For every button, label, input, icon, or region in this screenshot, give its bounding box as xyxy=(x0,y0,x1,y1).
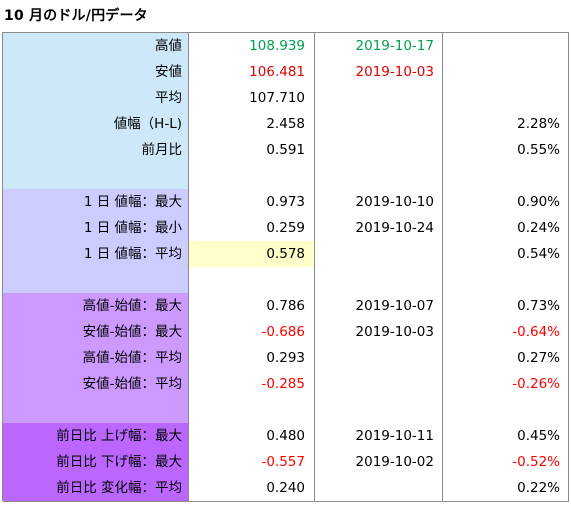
value-cell[interactable] xyxy=(189,163,315,190)
date-cell[interactable]: 2019-10-03 xyxy=(315,59,443,86)
row-label-cell[interactable]: 前月比 xyxy=(3,137,189,164)
table-row: 高値-始値：平均 0.293 0.27% xyxy=(3,345,569,372)
date-cell[interactable] xyxy=(315,137,443,164)
row-label-cell[interactable]: 安値 xyxy=(3,59,189,86)
table-row: 1 日 値幅：最小 0.259 2019-10-24 0.24% xyxy=(3,215,569,242)
table-row: 高値 108.939 2019-10-17 xyxy=(3,33,569,60)
percent-cell[interactable]: 0.22% xyxy=(443,475,569,502)
value-cell[interactable]: 107.710 xyxy=(189,85,315,112)
value-cell[interactable]: -0.285 xyxy=(189,371,315,398)
value-cell[interactable]: 2.458 xyxy=(189,111,315,138)
table-row xyxy=(3,163,569,190)
row-label-cell[interactable]: 前日比 上げ幅：最大 xyxy=(3,423,189,450)
row-label-cell[interactable]: 1 日 値幅：最大 xyxy=(3,189,189,216)
percent-cell[interactable]: 0.73% xyxy=(443,293,569,320)
percent-cell[interactable]: 0.54% xyxy=(443,241,569,268)
row-label-cell[interactable]: 平均 xyxy=(3,85,189,112)
date-cell[interactable]: 2019-10-03 xyxy=(315,319,443,346)
table-row: 安値 106.481 2019-10-03 xyxy=(3,59,569,86)
row-label-cell[interactable]: 前日比 下げ幅：最大 xyxy=(3,449,189,476)
row-label-cell[interactable]: 高値-始値：最大 xyxy=(3,293,189,320)
percent-cell[interactable] xyxy=(443,59,569,86)
row-label-cell[interactable]: 前日比 変化幅：平均 xyxy=(3,475,189,502)
percent-cell[interactable]: 0.45% xyxy=(443,423,569,450)
table-row xyxy=(3,397,569,424)
value-cell[interactable] xyxy=(189,267,315,294)
date-cell[interactable] xyxy=(315,371,443,398)
date-cell[interactable] xyxy=(315,163,443,190)
date-cell[interactable]: 2019-10-24 xyxy=(315,215,443,242)
table-title: 10 月のドル/円データ xyxy=(4,8,148,24)
date-cell[interactable]: 2019-10-17 xyxy=(315,33,443,60)
table-row xyxy=(3,267,569,294)
date-cell[interactable] xyxy=(315,397,443,424)
date-cell[interactable] xyxy=(315,267,443,294)
value-cell[interactable]: 0.591 xyxy=(189,137,315,164)
date-cell[interactable]: 2019-10-07 xyxy=(315,293,443,320)
row-label-cell[interactable]: 値幅（H-L) xyxy=(3,111,189,138)
value-cell[interactable]: 0.259 xyxy=(189,215,315,242)
percent-cell[interactable]: -0.64% xyxy=(443,319,569,346)
data-table: 高値 108.939 2019-10-17 安値 106.481 2019-10-03 平均… xyxy=(2,32,569,502)
percent-cell[interactable] xyxy=(443,163,569,190)
date-cell[interactable] xyxy=(315,475,443,502)
table-row: 安値-始値：最大 -0.686 2019-10-03 -0.64% xyxy=(3,319,569,346)
table-row: 前月比 0.591 0.55% xyxy=(3,137,569,164)
row-label-cell[interactable]: 1 日 値幅：最小 xyxy=(3,215,189,242)
date-cell[interactable] xyxy=(315,241,443,268)
row-label-cell[interactable]: 高値 xyxy=(3,33,189,60)
value-cell[interactable]: 106.481 xyxy=(189,59,315,86)
date-cell[interactable]: 2019-10-11 xyxy=(315,423,443,450)
row-label-cell[interactable] xyxy=(3,267,189,294)
percent-cell[interactable]: 2.28% xyxy=(443,111,569,138)
date-cell[interactable]: 2019-10-02 xyxy=(315,449,443,476)
table-row: 安値-始値：平均 -0.285 -0.26% xyxy=(3,371,569,398)
percent-cell[interactable] xyxy=(443,397,569,424)
value-cell[interactable] xyxy=(189,397,315,424)
percent-cell[interactable]: 0.90% xyxy=(443,189,569,216)
percent-cell[interactable]: 0.24% xyxy=(443,215,569,242)
row-label-cell[interactable]: 安値-始値：平均 xyxy=(3,371,189,398)
value-cell[interactable]: 0.973 xyxy=(189,189,315,216)
table-row: 1 日 値幅：平均 0.578 0.54% xyxy=(3,241,569,268)
percent-cell[interactable] xyxy=(443,85,569,112)
date-cell[interactable] xyxy=(315,111,443,138)
table-row: 高値-始値：最大 0.786 2019-10-07 0.73% xyxy=(3,293,569,320)
value-cell[interactable]: 0.578 xyxy=(189,241,315,268)
row-label-cell[interactable]: 1 日 値幅：平均 xyxy=(3,241,189,268)
percent-cell[interactable]: 0.55% xyxy=(443,137,569,164)
value-cell[interactable]: -0.686 xyxy=(189,319,315,346)
table-row: 値幅（H-L) 2.458 2.28% xyxy=(3,111,569,138)
table-row: 1 日 値幅：最大 0.973 2019-10-10 0.90% xyxy=(3,189,569,216)
row-label-cell[interactable]: 安値-始値：最大 xyxy=(3,319,189,346)
value-cell[interactable]: 0.786 xyxy=(189,293,315,320)
row-label-cell[interactable]: 高値-始値：平均 xyxy=(3,345,189,372)
row-label-cell[interactable] xyxy=(3,163,189,190)
date-cell[interactable] xyxy=(315,345,443,372)
value-cell[interactable]: 108.939 xyxy=(189,33,315,60)
row-label-cell[interactable] xyxy=(3,397,189,424)
percent-cell[interactable] xyxy=(443,33,569,60)
date-cell[interactable]: 2019-10-10 xyxy=(315,189,443,216)
value-cell[interactable]: 0.293 xyxy=(189,345,315,372)
table-row: 平均 107.710 xyxy=(3,85,569,112)
table-row: 前日比 上げ幅：最大 0.480 2019-10-11 0.45% xyxy=(3,423,569,450)
percent-cell[interactable] xyxy=(443,267,569,294)
percent-cell[interactable]: -0.26% xyxy=(443,371,569,398)
table-row: 前日比 変化幅：平均 0.240 0.22% xyxy=(3,475,569,502)
date-cell[interactable] xyxy=(315,85,443,112)
value-cell[interactable]: -0.557 xyxy=(189,449,315,476)
value-cell[interactable]: 0.480 xyxy=(189,423,315,450)
percent-cell[interactable]: -0.52% xyxy=(443,449,569,476)
value-cell[interactable]: 0.240 xyxy=(189,475,315,502)
table-row: 前日比 下げ幅：最大 -0.557 2019-10-02 -0.52% xyxy=(3,449,569,476)
percent-cell[interactable]: 0.27% xyxy=(443,345,569,372)
